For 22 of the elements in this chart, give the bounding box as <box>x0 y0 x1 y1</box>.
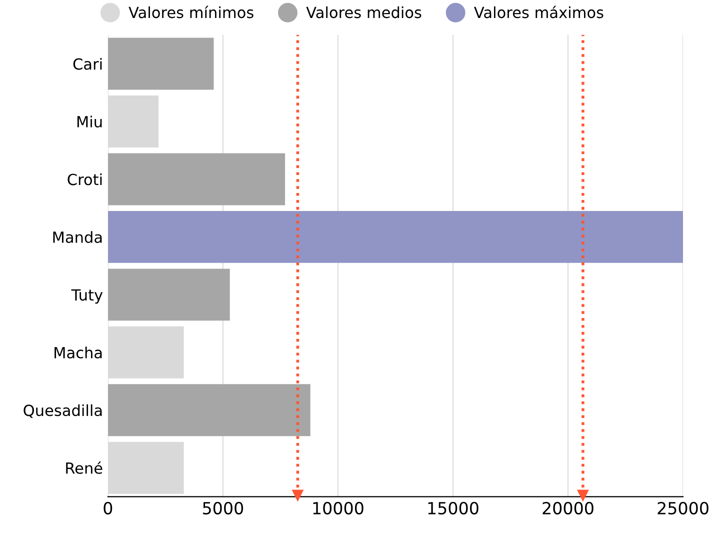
y-tick-label: Tuty <box>71 289 103 304</box>
y-tick-label: René <box>66 461 102 474</box>
bar <box>108 210 684 263</box>
x-tick-label: 0 <box>104 502 112 514</box>
y-tick-label: Manda <box>53 231 102 243</box>
y-tick-label: Croti <box>68 173 102 186</box>
x-tick-label: 10000 <box>313 502 364 514</box>
y-tick-label: Cari <box>73 58 102 70</box>
x-tick-label: 5000 <box>203 502 244 514</box>
x-tick-label: 20000 <box>542 502 594 514</box>
legend-label: Valores medios <box>306 6 422 18</box>
bar <box>108 268 230 321</box>
legend-label: Valores máximos <box>474 6 604 18</box>
y-tick-label: Miu <box>77 116 102 128</box>
y-tick-label: Macha <box>54 346 102 358</box>
bar <box>108 38 214 90</box>
bar <box>108 384 310 436</box>
y-tick-label: Quesadilla <box>24 404 102 418</box>
x-tick-label: 15000 <box>428 502 478 514</box>
x-tick-label: 25000 <box>658 502 708 514</box>
legend-label: Valores mínimos <box>128 6 254 18</box>
bar <box>108 153 286 206</box>
